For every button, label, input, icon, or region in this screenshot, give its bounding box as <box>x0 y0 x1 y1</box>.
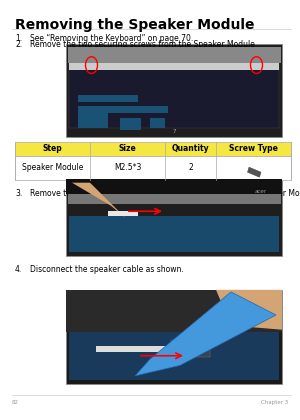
Bar <box>78 95 138 102</box>
Text: M2.5*3: M2.5*3 <box>114 163 141 173</box>
Polygon shape <box>135 292 276 376</box>
Text: Removing the Speaker Module: Removing the Speaker Module <box>15 18 254 32</box>
Bar <box>78 112 108 128</box>
Bar <box>15 142 291 156</box>
Bar <box>66 290 282 384</box>
Bar <box>120 118 141 130</box>
Text: 2: 2 <box>188 163 193 173</box>
Bar <box>66 178 282 256</box>
Text: 4.: 4. <box>15 265 22 273</box>
Text: See “Removing the Keyboard” on page 70.: See “Removing the Keyboard” on page 70. <box>30 34 193 43</box>
Polygon shape <box>72 183 126 218</box>
Bar <box>69 216 279 252</box>
Text: Speaker Module: Speaker Module <box>22 163 83 173</box>
Bar <box>66 178 282 194</box>
Bar <box>68 47 280 63</box>
Bar <box>69 63 279 70</box>
Bar <box>68 194 280 204</box>
Text: 7: 7 <box>172 129 176 134</box>
Text: 2.: 2. <box>15 40 22 49</box>
Text: Size: Size <box>118 144 136 153</box>
Text: 82: 82 <box>12 400 19 405</box>
Text: Chapter 3: Chapter 3 <box>261 400 288 405</box>
Bar <box>78 106 168 113</box>
Bar <box>171 340 210 357</box>
Text: Screw Type: Screw Type <box>229 144 278 153</box>
Text: Quantity: Quantity <box>172 144 209 153</box>
Bar <box>150 118 165 128</box>
Bar <box>15 156 291 180</box>
Polygon shape <box>216 290 282 330</box>
Text: Remove the adhesive tape securing the LCD cables to the Speaker Module.: Remove the adhesive tape securing the LC… <box>30 189 300 197</box>
Bar <box>69 57 279 128</box>
Bar <box>66 44 282 136</box>
Text: acer: acer <box>255 189 267 194</box>
Text: Disconnect the speaker cable as shown.: Disconnect the speaker cable as shown. <box>30 265 184 273</box>
Bar <box>69 323 279 380</box>
Bar <box>96 346 171 352</box>
Polygon shape <box>248 167 261 177</box>
Bar <box>66 290 282 332</box>
Text: 1.: 1. <box>15 34 22 43</box>
Bar <box>108 211 138 216</box>
Text: Remove the two securing screws from the Speaker Module.: Remove the two securing screws from the … <box>30 40 257 49</box>
Text: Step: Step <box>43 144 62 153</box>
Text: 3.: 3. <box>15 189 22 197</box>
